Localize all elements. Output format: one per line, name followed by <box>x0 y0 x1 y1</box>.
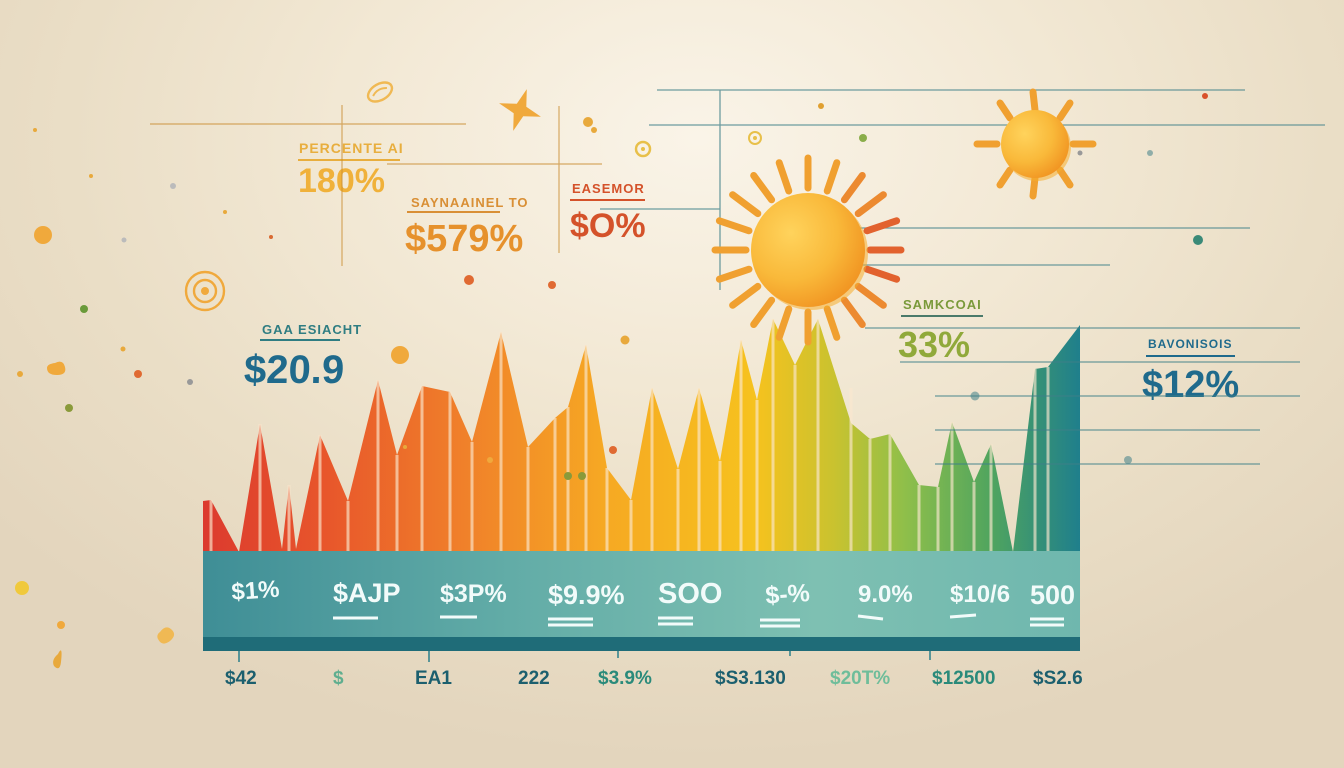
svg-text:PERCENTE AI: PERCENTE AI <box>299 140 404 156</box>
svg-text:$: $ <box>333 668 344 689</box>
svg-text:$12%: $12% <box>1142 364 1239 406</box>
svg-text:$12500: $12500 <box>932 668 995 689</box>
svg-text:500: 500 <box>1030 580 1075 610</box>
svg-text:$3P%: $3P% <box>440 580 507 608</box>
svg-text:33%: 33% <box>898 324 970 365</box>
svg-text:222: 222 <box>518 668 550 689</box>
svg-text:$S2.6: $S2.6 <box>1033 668 1083 689</box>
svg-text:$9.9%: $9.9% <box>548 580 625 610</box>
svg-text:EASEMOR: EASEMOR <box>572 181 645 196</box>
svg-text:SAMKCOAI: SAMKCOAI <box>903 297 982 312</box>
svg-text:$3.9%: $3.9% <box>598 668 652 689</box>
svg-text:EA1: EA1 <box>415 668 452 689</box>
svg-text:SAYNAAINEL TO: SAYNAAINEL TO <box>411 195 529 210</box>
svg-text:$-%: $-% <box>764 579 810 610</box>
svg-text:BAVONISOIS: BAVONISOIS <box>1148 337 1232 351</box>
svg-text:GAA ESIACHT: GAA ESIACHT <box>262 322 362 337</box>
svg-text:$10/6: $10/6 <box>950 581 1010 608</box>
svg-text:$20.9: $20.9 <box>243 348 345 392</box>
svg-text:SOO: SOO <box>658 578 722 610</box>
svg-text:$S3.130: $S3.130 <box>715 668 786 689</box>
svg-text:$20T%: $20T% <box>830 668 890 689</box>
svg-text:$42: $42 <box>225 668 257 689</box>
svg-text:$O%: $O% <box>570 207 646 245</box>
svg-text:$1%: $1% <box>231 576 281 606</box>
svg-text:$AJP: $AJP <box>333 578 401 608</box>
svg-text:9.0%: 9.0% <box>858 581 913 608</box>
svg-text:$579%: $579% <box>405 218 523 260</box>
